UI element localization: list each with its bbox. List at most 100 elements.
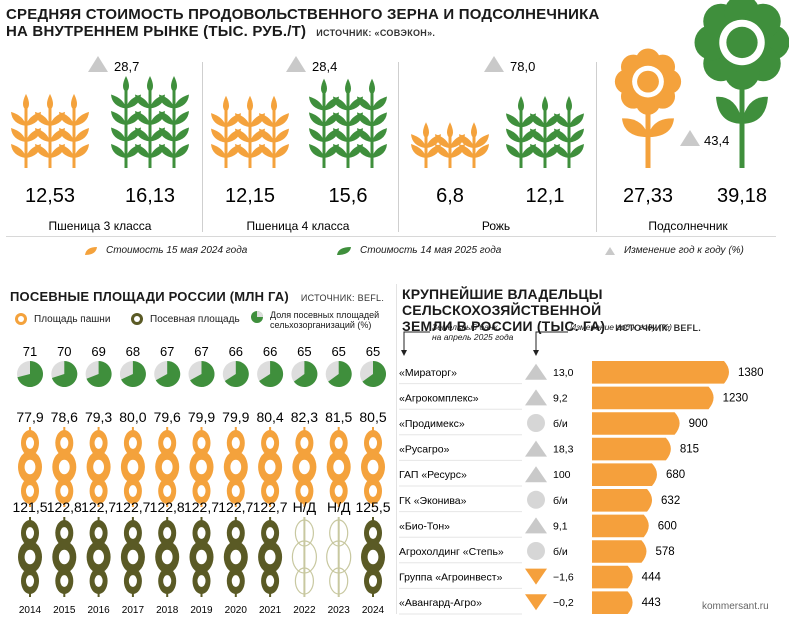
legend-change: Изменение год к году (%) (604, 245, 744, 256)
share-pie (291, 361, 318, 387)
owner-name: «Русагро» (399, 444, 450, 456)
no-data-icon (527, 490, 545, 509)
crop-label: Подсолнечник (648, 219, 728, 233)
owner-change: б/и (553, 418, 568, 430)
top-title: СРЕДНЯЯ СТОИМОСТЬ ПРОДОВОЛЬСТВЕННОГО ЗЕР… (6, 6, 600, 42)
owners-svg: «Мираторг» 13,0 1380«Агрокомплекс» 9,2 1230«… (399, 361, 764, 615)
sown-value: 81,5 (325, 409, 352, 425)
value-2025: 12,1 (526, 185, 565, 207)
owner-bar (592, 591, 633, 614)
value-2024: 12,15 (225, 185, 275, 207)
grain-orange-icon (189, 427, 214, 507)
legend-2024-label: Стоимость 15 мая 2024 года (106, 245, 248, 256)
arable-value: 122,7 (184, 499, 219, 515)
owners-title: КРУПНЕЙШИЕ ВЛАДЕЛЬЦЫ СЕЛЬСКОХОЗЯЙСТВЕННО… (402, 286, 789, 336)
sown-value: 79,3 (85, 409, 112, 425)
arable-value: 122,7 (81, 499, 116, 515)
crop-label: Пшеница 3 класса (49, 219, 152, 233)
sown-value: 79,9 (188, 409, 215, 425)
grain-olive-icon (189, 517, 214, 597)
share-pie (17, 361, 43, 387)
sown-value: 82,3 (291, 409, 318, 425)
leaf-orange-icon (85, 246, 97, 255)
wheat-orange-icon (59, 93, 89, 168)
value-2025: 16,13 (125, 185, 175, 207)
grain-orange-icon (223, 427, 248, 507)
share-pie (360, 361, 387, 387)
share-value: 67 (194, 344, 208, 359)
share-pie (119, 361, 146, 387)
owner-name: Группа «Агроинвест» (399, 572, 503, 584)
grain-olive-icon (120, 517, 145, 597)
wheat-green-icon (333, 78, 363, 168)
area-column: 69 79,3 122,7 2016 (81, 344, 116, 616)
owner-name: «Авангард-Агро» (399, 597, 482, 609)
crop-group: 78,0 6,8 12,1 Рожь (411, 56, 584, 233)
share-value: 65 (331, 344, 345, 359)
area-column: 70 78,6 122,8 2015 (47, 344, 82, 616)
arable-value: 122,8 (47, 499, 82, 515)
triangle-up-icon (525, 517, 547, 534)
owner-value: 632 (661, 495, 680, 507)
share-pie (188, 361, 215, 387)
year-label: 2018 (156, 605, 179, 616)
change-value: 43,4 (704, 133, 729, 148)
owner-row: «Продимекс» б/и 900 (399, 412, 708, 436)
year-label: 2020 (225, 605, 248, 616)
triangle-up-icon (525, 440, 547, 457)
arable-value: 121,5 (12, 499, 47, 515)
owner-value: 815 (680, 444, 699, 456)
year-label: 2024 (362, 605, 385, 616)
sunflower-green-icon (694, 0, 789, 168)
grain-orange-icon (120, 427, 145, 507)
top-title-line1: СРЕДНЯЯ СТОИМОСТЬ ПРОДОВОЛЬСТВЕННОГО ЗЕР… (6, 6, 600, 23)
owner-bar (592, 386, 714, 410)
share-value: 71 (23, 344, 37, 359)
owner-name: ГК «Эконива» (399, 495, 467, 507)
grain-orange-icon (326, 427, 351, 507)
owner-row: «Био-Тон» 9,1 600 (399, 514, 677, 538)
divider (6, 236, 776, 237)
value-2025: 15,6 (329, 185, 368, 207)
owner-row: «Русагро» 18,3 815 (399, 437, 699, 461)
sown-value: 77,9 (16, 409, 43, 425)
share-pie (325, 361, 352, 387)
legend-change-label: Изменение год к году (%) (624, 245, 744, 256)
owner-row: ГК «Эконива» б/и 632 (399, 489, 680, 513)
owner-name: «Мираторг» (399, 367, 457, 379)
legend-sown-label: Посевная площадь (150, 313, 240, 325)
value-2024: 6,8 (436, 185, 464, 207)
top-source: ИСТОЧНИК: «СОВЭКОН». (316, 28, 436, 38)
owner-change: −1,6 (553, 572, 574, 584)
divider (596, 62, 597, 232)
triangle-up-icon (484, 56, 504, 72)
owner-change: 18,3 (553, 444, 574, 456)
area-column: 66 79,9 122,7 2020 (218, 344, 253, 616)
owner-row: «Мираторг» 13,0 1380 (399, 361, 764, 385)
legend-share: Доля посевных площадей сельхозорганизаци… (250, 310, 379, 330)
arable-value: Н/Д (293, 499, 317, 515)
wheat-orange-icon (259, 95, 289, 168)
arable-value: 122,8 (150, 499, 185, 515)
sown-value: 79,9 (222, 409, 249, 425)
grain-olive-icon (361, 517, 385, 597)
grain-orange-icon (52, 427, 77, 507)
owner-name: Агрохолдинг «Степь» (399, 546, 504, 558)
owners-source: ИСТОЧНИК: BEFL. (615, 323, 702, 333)
ring-olive-icon (131, 313, 143, 325)
grain-orange-icon (155, 427, 180, 507)
share-value: 65 (366, 344, 380, 359)
sunflower-orange-icon (614, 48, 682, 168)
legend-arable: Площадь пашни (14, 312, 110, 326)
owners-title-line1: КРУПНЕЙШИЕ ВЛАДЕЛЬЦЫ СЕЛЬСКОХОЗЯЙСТВЕННО… (402, 286, 603, 318)
share-value: 67 (160, 344, 174, 359)
owners-col1-line1: Земельный банк (432, 322, 498, 332)
owner-value: 444 (642, 572, 662, 584)
divider (398, 62, 399, 232)
wheat-orange-icon (35, 93, 65, 168)
share-value: 65 (297, 344, 311, 359)
no-data-icon (527, 542, 545, 560)
wheat-green-icon (357, 78, 387, 168)
owner-name: «Продимекс» (399, 418, 465, 430)
pie-icon (251, 311, 263, 323)
